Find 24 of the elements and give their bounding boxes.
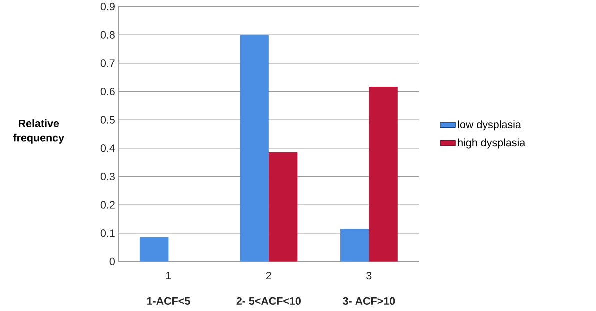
text: 3- ACF>10	[343, 297, 396, 305]
x-tick-label: 1	[166, 272, 172, 280]
y-tick-label: 0.8	[100, 31, 115, 39]
y-tick-label: 0.7	[100, 60, 115, 68]
bar	[340, 229, 370, 262]
bar	[240, 35, 269, 262]
bar	[369, 86, 398, 262]
y-tick-label: 0.2	[100, 201, 115, 209]
y-tick-label: 0.9	[100, 2, 115, 11]
text: 2- 5<ACF<10	[236, 297, 301, 305]
text: 1-ACF<5	[147, 297, 190, 305]
y-tick-label: 0.4	[100, 144, 116, 152]
y-tick-label: 0.6	[100, 88, 115, 96]
y-tick-label: 0	[110, 258, 115, 266]
y-tick-label: 0.5	[100, 116, 115, 124]
x-tick-label: 3	[366, 272, 372, 280]
legend-label: low dysplasia	[458, 120, 522, 131]
bar	[140, 237, 169, 262]
y-axis-title: Relative frequency	[13, 120, 64, 144]
y-tick-label: 0.3	[100, 172, 115, 180]
bar	[268, 152, 298, 262]
x-tick-label: 2	[266, 272, 272, 280]
legend-label: high dysplasia	[458, 138, 526, 149]
y-tick-label: 0.1	[100, 230, 115, 238]
